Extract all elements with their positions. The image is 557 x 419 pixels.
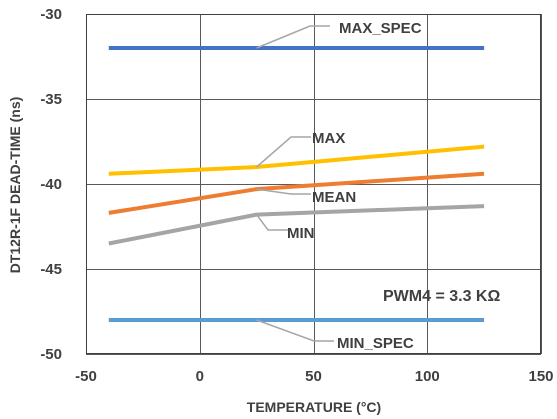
y-tick-label: -50 — [40, 346, 62, 363]
series-label-max: MAX — [312, 130, 345, 147]
leader-line — [256, 188, 311, 195]
x-tick-label: 100 — [415, 368, 440, 385]
y-tick-label: -30 — [40, 6, 62, 23]
y-tick-label: -40 — [40, 176, 62, 193]
x-tick-label: 150 — [528, 368, 553, 385]
leader-line — [256, 25, 330, 49]
series-label-min-spec: MIN_SPEC — [337, 335, 414, 352]
leader-line — [256, 319, 334, 342]
y-axis-title: DT12R-1F DEAD-TIME (ns) — [7, 97, 23, 274]
x-tick-label: 50 — [305, 368, 322, 385]
leader-line — [255, 214, 288, 231]
label-leaders — [255, 25, 334, 342]
x-axis-title: TEMPERATURE (°C) — [247, 399, 381, 415]
grid — [86, 14, 542, 355]
series-labels: MAX_SPEC MAX MEAN MIN MIN_SPEC — [287, 20, 422, 352]
series-label-min: MIN — [287, 225, 315, 242]
pwm-note: PWM4 = 3.3 KΩ — [383, 288, 500, 305]
y-tick-label: -45 — [40, 261, 62, 278]
y-tick-label: -35 — [40, 91, 62, 108]
leader-line — [256, 136, 311, 168]
x-tick-label: 0 — [196, 368, 204, 385]
series-label-max-spec: MAX_SPEC — [339, 20, 422, 37]
tick-labels: -50 0 50 100 150 -30 -35 -40 -45 -50 — [40, 6, 553, 385]
plot-frame — [86, 14, 541, 354]
series-label-mean: MEAN — [312, 189, 356, 206]
x-tick-label: -50 — [75, 368, 97, 385]
